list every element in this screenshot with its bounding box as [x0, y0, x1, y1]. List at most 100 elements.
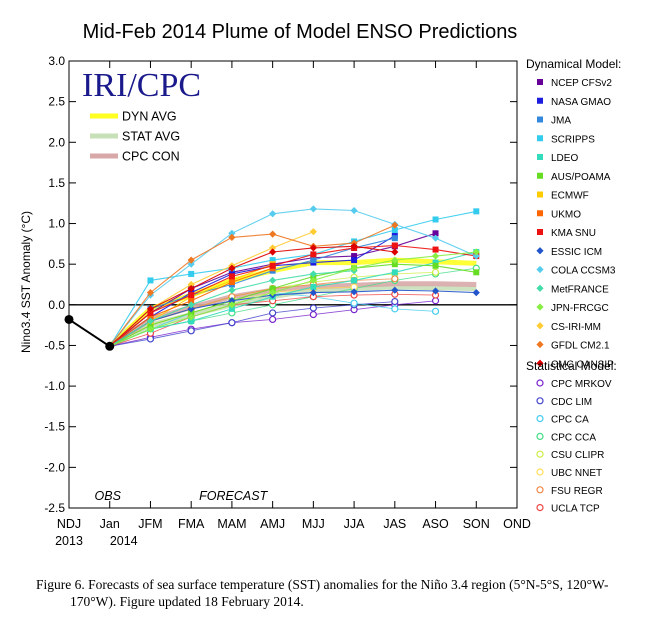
dynamical-legend-label: GFDL CM2.1: [551, 341, 610, 352]
dynamical-legend-marker: [537, 210, 543, 217]
dyn-point-cmc-cansip: [269, 248, 277, 256]
statistical-legend-label: UCLA TCP: [551, 504, 600, 515]
dyn-point-jpn-frcgc: [472, 248, 480, 256]
statistical-legend-label: UBC NNET: [551, 468, 602, 479]
observed-point: [105, 341, 115, 351]
y-tick-label: 2.0: [48, 135, 65, 149]
enso-plume-chart: Mid-Feb 2014 Plume of Model ENSO Predict…: [19, 21, 621, 548]
dyn-point-cs-iri-mm: [269, 244, 277, 252]
dyn-series-line-jma: [109, 237, 395, 347]
stat-point-cdc-lim: [228, 319, 236, 327]
plot-frame: [68, 60, 518, 509]
dyn-point-gfdl-cm2-1: [391, 221, 399, 229]
dyn-point-aus-poama: [147, 322, 154, 329]
dyn-point-scripps: [473, 208, 480, 215]
dyn-point-cmc-cansip: [391, 248, 399, 256]
observed-line: [68, 318, 111, 348]
dyn-point-jpn-frcgc: [431, 252, 440, 260]
dyn-point-ldeo: [351, 277, 358, 284]
dyn-series-line-cmc-cansip: [109, 245, 395, 347]
dyn-point-ncep-cfsv2: [351, 253, 358, 260]
dyn-point-essic-icm: [309, 289, 317, 297]
y-tick-label: 0.0: [48, 298, 65, 312]
obs-label: OBS: [95, 489, 122, 503]
y-axis-label: Nino3.4 SST Anomaly (°C): [19, 211, 33, 353]
dyn-point-jpn-frcgc: [228, 301, 236, 309]
dyn-point-cmc-cansip: [228, 264, 236, 272]
statistical-legend-marker: [536, 379, 544, 387]
dynamical-legend-label: SCRIPPS: [551, 134, 595, 145]
dyn-point-jma: [310, 257, 317, 264]
avg-legend-label: CPC CON: [122, 150, 180, 164]
dyn-point-cola-ccsm3: [472, 252, 480, 260]
dyn-point-aus-poama: [391, 261, 398, 268]
x-tick-label: MJJ: [302, 517, 325, 531]
dyn-series-line-scripps: [109, 210, 477, 347]
statistical-legend-label: CPC MRKOV: [551, 379, 612, 390]
iri-cpc-logo: IRI/CPC: [82, 67, 201, 104]
dyn-point-kma-snu: [188, 292, 195, 299]
x-tick-label: NDJ: [57, 517, 81, 531]
dynamical-legend-label: UKMO: [551, 209, 581, 220]
dynamical-legend-label: MetFRANCE: [551, 284, 609, 295]
dynamical-legend-label: CMC CANSIP: [551, 359, 614, 370]
dynamical-legend-label: CS-IRI-MM: [551, 322, 601, 333]
dyn-point-aus-poama: [473, 269, 480, 276]
dynamical-legend-marker: [536, 340, 544, 349]
dyn-point-jpn-frcgc: [187, 313, 195, 321]
dynamical-legend-marker: [537, 116, 543, 123]
dynamical-legend-marker: [537, 172, 543, 179]
dyn-point-kma-snu: [228, 273, 235, 280]
dynamical-legend-marker: [537, 191, 543, 198]
dyn-point-gfdl-cm2-1: [228, 233, 236, 241]
dyn-series-line-cola-ccsm3: [109, 208, 477, 347]
dyn-point-essic-icm: [228, 297, 236, 305]
dyn-point-scripps: [391, 227, 398, 234]
dynamical-legend-label: JMA: [551, 116, 571, 127]
y-tick-label: 3.0: [48, 54, 65, 68]
dyn-point-kma-snu: [269, 262, 276, 269]
dyn-point-cmc-cansip: [309, 244, 317, 252]
x-tick-label: ASO: [422, 517, 449, 531]
dyn-point-ncep-cfsv2: [432, 230, 439, 237]
dyn-point-nasa-gmao: [351, 257, 358, 264]
dynamical-legend-label: ECMWF: [551, 191, 589, 202]
stat-series-line-cdc-lim: [109, 301, 395, 347]
dyn-point-jpn-frcgc: [391, 256, 399, 264]
stat-point-cpc-ca: [431, 307, 440, 315]
dyn-point-cola-ccsm3: [431, 234, 440, 242]
dyn-point-jpn-frcgc: [269, 289, 277, 297]
dyn-point-aus-poama: [269, 285, 276, 292]
dynamical-legend-marker: [536, 247, 544, 255]
statistical-legend-label: CSU CLIPR: [551, 450, 604, 461]
dynamical-legend-label: ESSIC ICM: [551, 247, 602, 258]
dynamical-legend-marker: [536, 303, 544, 311]
dyn-point-cs-iri-mm: [309, 228, 317, 236]
statistical-legend-marker: [536, 504, 544, 512]
caption-line-1: Figure 6. Forecasts of sea surface tempe…: [36, 577, 609, 592]
dyn-point-metfrance: [269, 276, 277, 285]
dyn-point-essic-icm: [187, 305, 195, 313]
y-tick-label: -1.5: [44, 420, 65, 434]
dynamical-legend-marker: [537, 135, 543, 142]
x-tick-label: JJA: [344, 517, 366, 531]
dyn-point-cola-ccsm3: [309, 205, 317, 213]
dyn-point-metfrance: [146, 317, 155, 325]
forecast-label: FORECAST: [199, 489, 268, 503]
x-tick-label: OND: [503, 517, 531, 531]
dyn-series-line-gfdl-cm2-1: [109, 224, 396, 347]
dyn-series-line-kma-snu: [109, 244, 477, 347]
dyn-point-gfdl-cm2-1: [146, 289, 155, 297]
y-tick-label: -2.0: [44, 460, 65, 474]
dyn-point-cmc-cansip: [187, 284, 195, 293]
y-tick-label: -2.5: [44, 501, 65, 515]
y-tick-label: 2.5: [48, 95, 65, 109]
x-tick-label: MAM: [217, 517, 246, 531]
dynamical-legend-marker: [537, 97, 543, 104]
x-tick-label: JAS: [383, 517, 406, 531]
dynamical-legend-label: AUS/POAMA: [551, 172, 611, 183]
dyn-point-aus-poama: [432, 262, 439, 269]
statistical-legend-marker: [536, 397, 544, 405]
dyn-series-line-essic-icm: [109, 289, 477, 347]
dynamical-legend-label: COLA CCSM3: [551, 266, 616, 277]
